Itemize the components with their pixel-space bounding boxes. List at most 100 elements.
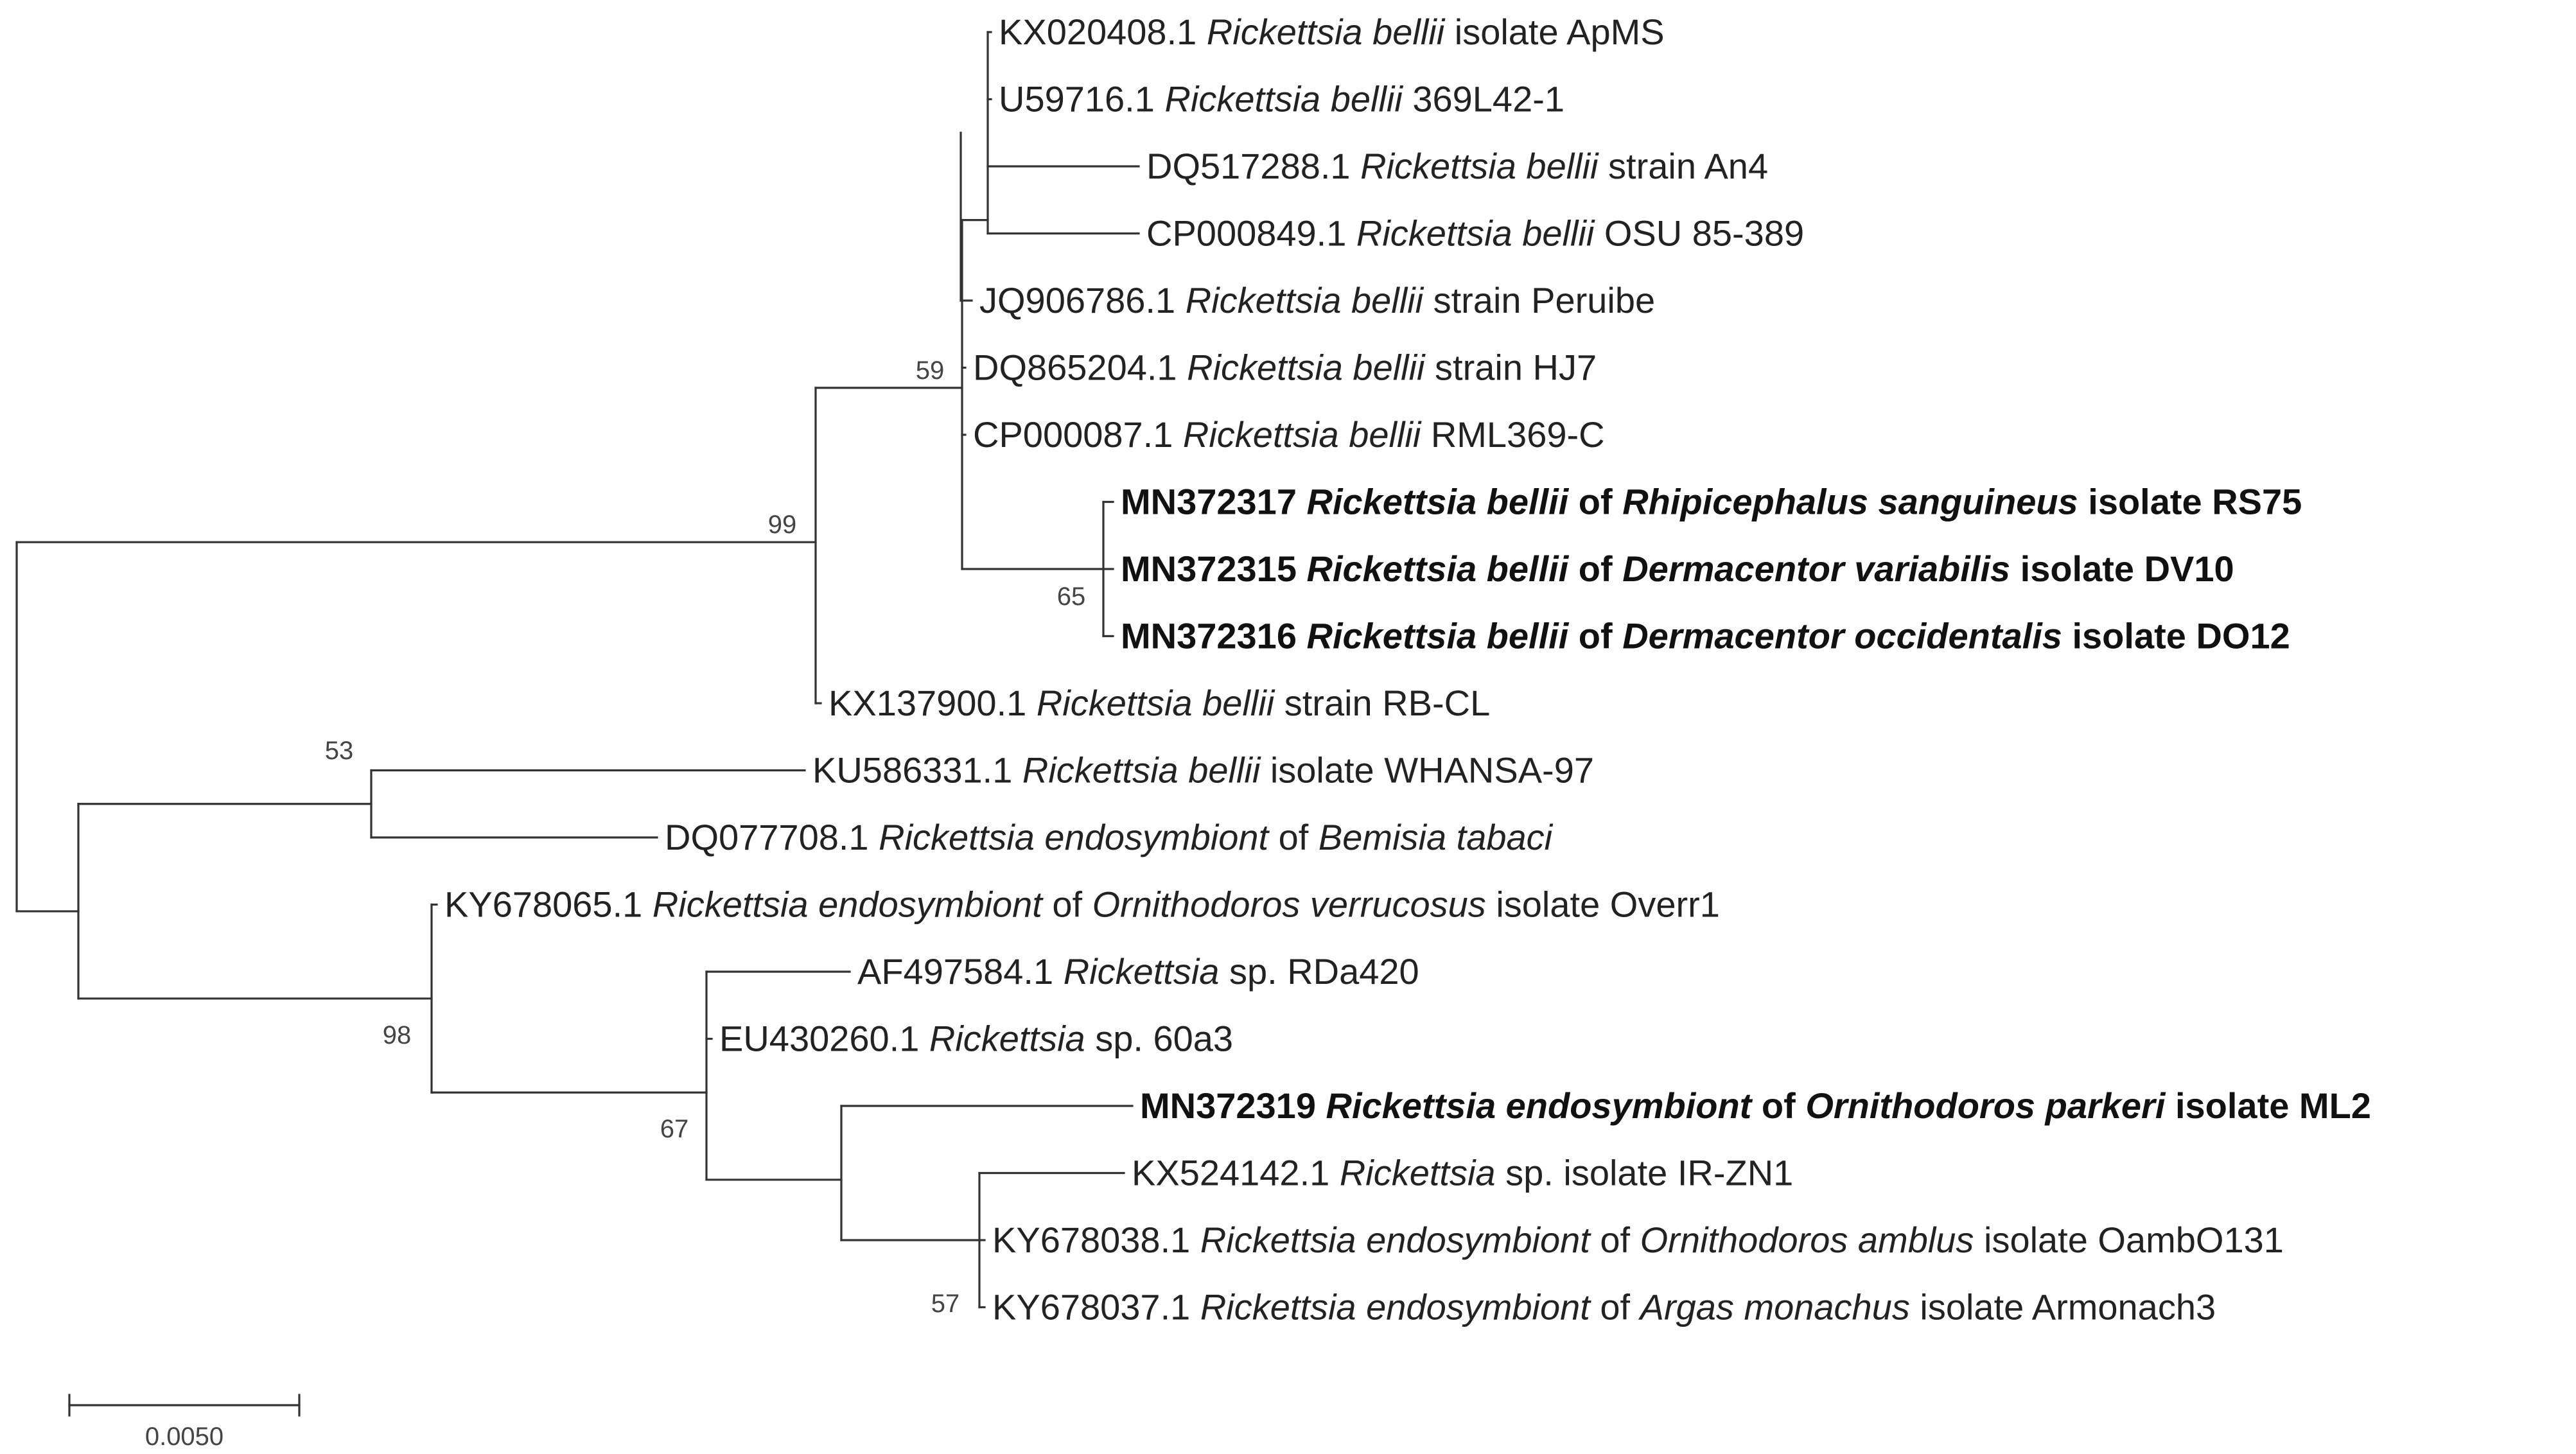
taxon-name-text: strain An4	[1598, 146, 1768, 186]
taxon-label: MN372315 Rickettsia bellii of Dermacento…	[1121, 548, 2234, 589]
bootstrap-value: 67	[660, 1115, 689, 1143]
taxon-name-text: sp. isolate IR-ZN1	[1496, 1153, 1794, 1193]
taxon-name-text: isolate OambO131	[1974, 1220, 2283, 1260]
taxon-accession: KY678037.1	[992, 1287, 1200, 1327]
taxon-label: EU430260.1 Rickettsia sp. 60a3	[719, 1019, 1233, 1059]
taxon-name-text: isolate Overr1	[1486, 884, 1720, 925]
taxon-label: CP000849.1 Rickettsia bellii OSU 85-389	[1146, 213, 1804, 254]
taxon-name-text: sp. RDa420	[1219, 951, 1419, 992]
taxon-name-italic: Dermacentor occidentalis	[1622, 616, 2062, 656]
taxon-name-italic: Rickettsia bellii	[1187, 347, 1426, 388]
taxon-accession: EU430260.1	[719, 1019, 929, 1059]
taxon-name-text: OSU 85-389	[1594, 213, 1804, 254]
taxon-name-text: 369L42-1	[1403, 79, 1564, 119]
taxon-accession: DQ517288.1	[1146, 146, 1360, 186]
taxon-accession: CP000849.1	[1146, 213, 1356, 254]
tree-branches	[15, 31, 1140, 1309]
taxon-label: JQ906786.1 Rickettsia bellii strain Peru…	[979, 280, 1655, 320]
taxon-label: MN372319 Rickettsia endosymbiont of Orni…	[1140, 1085, 2371, 1126]
taxon-name-italic: Rhipicephalus sanguineus	[1622, 482, 2078, 522]
bootstrap-value: 98	[383, 1021, 412, 1049]
bootstrap-value: 99	[768, 511, 797, 539]
taxon-name-text: of	[1042, 884, 1092, 925]
taxon-accession: MN372316	[1121, 616, 1307, 656]
taxon-label: KX020408.1 Rickettsia bellii isolate ApM…	[999, 12, 1665, 52]
taxon-name-italic: Rickettsia endosymbiont	[1200, 1287, 1591, 1327]
bootstrap-value: 65	[1057, 582, 1086, 611]
taxon-name-text: isolate ApMS	[1444, 12, 1664, 52]
taxon-label: KY678037.1 Rickettsia endosymbiont of Ar…	[992, 1287, 2216, 1327]
taxon-accession: KU586331.1	[812, 750, 1022, 791]
taxon-name-italic: Rickettsia bellii	[1307, 616, 1570, 656]
taxon-name-italic: Rickettsia bellii	[1183, 414, 1422, 455]
scale-bar: 0.0050	[68, 1394, 301, 1451]
taxon-name-text: isolate DO12	[2062, 616, 2290, 656]
taxon-accession: MN372319	[1140, 1085, 1326, 1126]
taxon-label: KY678038.1 Rickettsia endosymbiont of Or…	[992, 1220, 2284, 1260]
taxon-name-italic: Rickettsia endosymbiont	[1200, 1220, 1591, 1260]
taxon-name-text: of	[1590, 1287, 1640, 1327]
scale-bar-label: 0.0050	[145, 1423, 223, 1451]
taxon-name-text: RML369-C	[1421, 414, 1604, 455]
taxon-accession: MN372317	[1121, 482, 1307, 522]
taxon-label: KU586331.1 Rickettsia bellii isolate WHA…	[812, 750, 1594, 791]
taxon-name-italic: Dermacentor variabilis	[1622, 548, 2010, 589]
taxon-accession: DQ077708.1	[665, 817, 879, 857]
taxon-accession: AF497584.1	[857, 951, 1064, 992]
taxon-name-italic: Rickettsia bellii	[1307, 548, 1570, 589]
taxon-accession: KY678065.1	[444, 884, 653, 925]
taxon-accession: JQ906786.1	[979, 280, 1186, 320]
taxon-name-italic: Rickettsia bellii	[1164, 79, 1403, 119]
taxon-name-text: isolate Armonach3	[1910, 1287, 2216, 1327]
taxon-name-italic: Rickettsia bellii	[1037, 683, 1275, 723]
taxon-label: KY678065.1 Rickettsia endosymbiont of Or…	[444, 884, 1720, 925]
taxon-name-italic: Rickettsia bellii	[1307, 482, 1570, 522]
taxon-name-text: strain Peruibe	[1423, 280, 1655, 320]
taxon-name-text: strain RB-CL	[1274, 683, 1490, 723]
taxon-name-italic: Rickettsia	[929, 1019, 1085, 1059]
taxon-label: U59716.1 Rickettsia bellii 369L42-1	[999, 79, 1564, 119]
taxon-name-text: sp. 60a3	[1085, 1019, 1233, 1059]
taxon-name-italic: Bemisia tabaci	[1319, 817, 1554, 857]
taxon-name-italic: Rickettsia bellii	[1356, 213, 1595, 254]
taxon-name-text: isolate ML2	[2165, 1085, 2371, 1126]
taxon-accession: KX524142.1	[1132, 1153, 1340, 1193]
bootstrap-value: 57	[931, 1290, 960, 1318]
taxon-accession: KY678038.1	[992, 1220, 1200, 1260]
taxon-name-italic: Rickettsia	[1064, 951, 1220, 992]
bootstrap-value: 59	[916, 356, 945, 385]
taxon-name-italic: Ornithodoros verrucosus	[1092, 884, 1486, 925]
taxon-label: DQ077708.1 Rickettsia endosymbiont of Be…	[665, 817, 1554, 857]
taxon-accession: CP000087.1	[973, 414, 1183, 455]
taxon-name-italic: Rickettsia endosymbiont	[653, 884, 1044, 925]
taxon-name-italic: Rickettsia endosymbiont	[1326, 1085, 1753, 1126]
taxon-name-text: strain HJ7	[1424, 347, 1597, 388]
taxon-name-italic: Rickettsia bellii	[1360, 146, 1599, 186]
taxon-name-italic: Rickettsia bellii	[1186, 280, 1424, 320]
taxon-label: MN372316 Rickettsia bellii of Dermacento…	[1121, 616, 2290, 656]
taxon-name-text: of	[1568, 616, 1622, 656]
taxon-name-italic: Argas monachus	[1638, 1287, 1910, 1327]
taxon-name-text: of	[1590, 1220, 1640, 1260]
taxon-name-text: isolate WHANSA-97	[1260, 750, 1594, 791]
taxon-name-text: isolate DV10	[2010, 548, 2234, 589]
bootstrap-values: 59 99 65 53 98 67 57	[325, 356, 1086, 1318]
taxon-name-italic: Rickettsia endosymbiont	[879, 817, 1270, 857]
taxon-label: MN372317 Rickettsia bellii of Rhipicepha…	[1121, 482, 2302, 522]
taxon-accession: DQ865204.1	[973, 347, 1187, 388]
taxon-label: DQ517288.1 Rickettsia bellii strain An4	[1146, 146, 1768, 186]
taxon-label: DQ865204.1 Rickettsia bellii strain HJ7	[973, 347, 1597, 388]
taxon-label: CP000087.1 Rickettsia bellii RML369-C	[973, 414, 1605, 455]
taxon-label: AF497584.1 Rickettsia sp. RDa420	[857, 951, 1419, 992]
taxon-name-text: of	[1751, 1085, 1805, 1126]
taxon-name-italic: Rickettsia bellii	[1022, 750, 1261, 791]
taxon-accession: KX020408.1	[999, 12, 1207, 52]
taxon-name-text: isolate RS75	[2078, 482, 2302, 522]
taxon-name-text: of	[1268, 817, 1319, 857]
taxon-labels: KX020408.1 Rickettsia bellii isolate ApM…	[444, 12, 2371, 1327]
bootstrap-value: 53	[325, 737, 354, 765]
taxon-name-italic: Rickettsia	[1340, 1153, 1496, 1193]
taxon-name-italic: Ornithodoros amblus	[1640, 1220, 1974, 1260]
taxon-label: KX137900.1 Rickettsia bellii strain RB-C…	[828, 683, 1490, 723]
